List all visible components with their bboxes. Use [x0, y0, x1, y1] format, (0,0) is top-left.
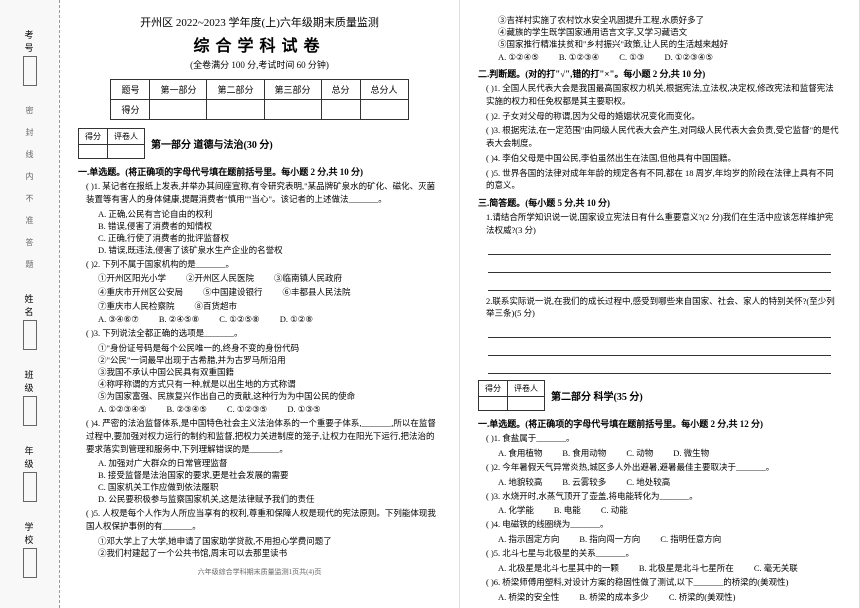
gutter-label-name: 姓名 — [23, 294, 37, 350]
j5: ( )5. 世界各国的法律对成年年龄的规定各有不同,都在 18 周岁,年均岁的阶… — [486, 167, 841, 193]
marker-table-2: 得分评卷人 — [478, 380, 545, 411]
q1-a: A. 正确,公民有言论自由的权利 — [98, 208, 441, 220]
part1-instruction: 一.单选题。(将正确项的字母代号填在题前括号里。每小题 2 分,共 10 分) — [78, 165, 441, 178]
p2q5: ( )5. 北斗七星与北极星的关系_______。 — [486, 547, 841, 560]
q4-a: A. 加强对广大群众的日常管理监督 — [98, 457, 441, 469]
j4: ( )4. 李伯父母是中国公民,李伯虽然出生在法国,但他具有中国国籍。 — [486, 152, 841, 165]
page-1-footer: 六年级综合学科期末质量监测1页共(4)页 — [78, 567, 441, 577]
answer-line — [488, 342, 831, 356]
header-meta: (全卷满分 100 分,考试时间 60 分钟) — [78, 58, 441, 71]
score-table: 题号 第一部分 第二部分 第三部分 总分 总分人 得分 — [110, 79, 408, 120]
q1-b: B. 错误,侵害了消费者的知情权 — [98, 220, 441, 232]
marker-table: 得分评卷人 — [78, 128, 145, 159]
q2-opts: A. ③④⑥⑦B. ②④⑤⑧C. ①②⑤⑧D. ①②⑧ — [98, 314, 441, 325]
gutter-label-school: 学校 — [23, 522, 37, 578]
exam-header: 开州区 2022~2023 学年度(上)六年级期末质量监测 综合学科试卷 (全卷… — [78, 14, 441, 71]
gutter-label-grade: 年级 — [23, 446, 37, 502]
p2q4: ( )4. 电磁铁的线圈绕为_______。 — [486, 518, 841, 531]
section-2-header: 得分评卷人 第二部分 科学(35 分) — [478, 380, 841, 411]
binding-gutter: 考号 密 封 线 内 不 准 答 题 姓名 班级 年级 学校 — [0, 0, 60, 608]
q2-sub: ①开州区阳光小学②开州区人民医院③临南镇人民政府 — [98, 272, 441, 284]
td-score: 得分 — [111, 100, 150, 120]
sq1: 1.请结合所学知识说一说,国家设立宪法日有什么重要意义?(2 分)我们在生活中应… — [486, 211, 841, 237]
q2: ( )2. 下列不属于国家机构的是_______。 — [86, 258, 441, 271]
section-1-header: 得分评卷人 第一部分 道德与法治(30 分) — [78, 128, 441, 159]
gutter-label-class: 班级 — [23, 370, 37, 426]
part2-instruction: 二.判断题。(对的打"√",错的打"×"。每小题 2 分,共 10 分) — [478, 67, 841, 80]
sq2: 2.联系实际说一说,在我们的成长过程中,感受到哪些来自国家、社会、家人的特别关怀… — [486, 295, 841, 321]
q5: ( )5. 人权是每个人作为人所应当享有的权利,尊重和保障人权是现代的宪法原则。… — [86, 507, 441, 533]
j1: ( )1. 全国人民代表大会是我国最高国家权力机关,根据宪法,立法权,决定权,修… — [486, 82, 841, 108]
th-p2: 第二部分 — [207, 80, 264, 100]
section-1-title: 第一部分 道德与法治(30 分) — [151, 136, 273, 151]
page-1: 开州区 2022~2023 学年度(上)六年级期末质量监测 综合学科试卷 (全卷… — [60, 0, 460, 608]
page-2: ③吉祥村实施了农村饮水安全巩固提升工程,水质好多了 ④藏族的学生既学国家通用语言… — [460, 0, 860, 608]
th-total: 总分 — [321, 80, 360, 100]
q4-c: C. 国家机关工作应做到依法履职 — [98, 481, 441, 493]
answer-line — [488, 277, 831, 291]
q5-opts: A. ①②④⑤B. ①②③④C. ①③D. ①②③④⑤ — [498, 52, 841, 63]
answer-line — [488, 259, 831, 273]
answer-line — [488, 241, 831, 255]
section-2-title: 第二部分 科学(35 分) — [551, 388, 643, 403]
q1: ( )1. 某记者在报纸上发表,并举办其间座宣称,有令研究表明,"某品牌矿泉水的… — [86, 180, 441, 206]
q1-c: C. 正确,行使了消费者的批评监督权 — [98, 232, 441, 244]
j3: ( )3. 根据宪法,在一定范围"由同级人民代表大会产生,对同级人民代表大会负责… — [486, 124, 841, 150]
answer-line — [488, 360, 831, 374]
answer-line — [488, 324, 831, 338]
q3: ( )3. 下列说法全都正确的选项是_______。 — [86, 327, 441, 340]
seal-line-text: 密 封 线 内 不 准 答 题 — [24, 106, 35, 274]
header-title: 综合学科试卷 — [78, 32, 441, 56]
th-scorer: 总分人 — [360, 80, 408, 100]
j2: ( )2. 子女对父母的称谓,因为父母的婚姻状况变化而变化。 — [486, 110, 841, 123]
part4-instruction: 一.单选题。(将正确项的字母代号填在题前括号里。每小题 2 分,共 12 分) — [478, 417, 841, 430]
gutter-label-exam-id: 考号 — [23, 30, 37, 86]
th-num: 题号 — [111, 80, 150, 100]
q4-b: B. 接受监督是法治国家的要求,更是社会发展的需要 — [98, 469, 441, 481]
p2q6: ( )6. 桥梁师傅用塑料,对设计方案的稳固性做了测试,以下_______的桥梁… — [486, 576, 841, 589]
p2q1: ( )1. 食盐属于_______。 — [486, 432, 841, 445]
p2q3: ( )3. 水烧开时,水蒸气顶开了壶盖,将电能转化为_______。 — [486, 490, 841, 503]
th-p1: 第一部分 — [150, 80, 207, 100]
p2q2: ( )2. 今年暑假天气异常炎热,城区多人外出避暑,避暑最佳主要取决于_____… — [486, 461, 841, 474]
header-subtitle: 开州区 2022~2023 学年度(上)六年级期末质量监测 — [78, 14, 441, 30]
th-p3: 第三部分 — [264, 80, 321, 100]
q4-d: D. 公民要积极参与监察国家机关,这是法律赋予我们的责任 — [98, 493, 441, 505]
part3-instruction: 三.简答题。(每小题 5 分,共 10 分) — [478, 196, 841, 209]
q4: ( )4. 严密的法治监督体系,是中国特色社会主义法治体系的一个重要子体系,__… — [86, 417, 441, 455]
q3-opts: A. ①②③④⑤B. ②③④⑤C. ①②③⑤D. ①③⑤ — [98, 404, 441, 415]
q1-d: D. 错误,既违法,侵害了该矿泉水生产企业的名誉权 — [98, 244, 441, 256]
